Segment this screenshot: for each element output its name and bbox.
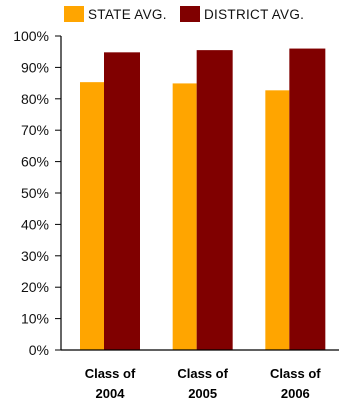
bar-district-1 [196,50,233,350]
x-tick-label: 2006 [281,386,310,401]
y-tick-label: 70% [21,122,49,138]
y-tick-label: 30% [21,248,49,264]
bar-state-0 [80,82,104,351]
y-tick-label: 10% [21,311,49,327]
legend-label-district: DISTRICT AVG. [204,7,304,22]
legend-swatch-state [64,6,84,22]
y-axis: 0% 10% 20% 30% 40% 50% 60% 70% 80% 90% 100% [13,28,62,358]
bars [80,48,326,351]
bar-state-1 [172,83,197,350]
y-tick-label: 80% [21,91,49,107]
y-tick-label: 90% [21,59,49,75]
x-axis: Class of 2004 Class of 2005 Class of 2006 [61,349,339,401]
bar-district-2 [289,48,326,351]
legend-label-state: STATE AVG. [88,7,167,22]
y-tick-label: 40% [21,216,49,232]
x-tick-label: 2005 [188,386,217,401]
x-tick-label: 2004 [96,386,126,401]
x-tick-label: Class of [177,366,228,381]
y-tick-label: 0% [29,342,49,358]
legend-swatch-district [180,6,200,22]
legend: STATE AVG. DISTRICT AVG. [64,6,304,22]
y-tick-label: 50% [21,185,49,201]
bar-state-2 [265,90,290,351]
y-tick-label: 20% [21,279,49,295]
y-tick-label: 60% [21,154,49,170]
bar-district-0 [104,52,140,350]
x-tick-label: Class of [85,366,136,381]
y-tick-label: 100% [13,28,49,44]
x-tick-label: Class of [270,366,321,381]
